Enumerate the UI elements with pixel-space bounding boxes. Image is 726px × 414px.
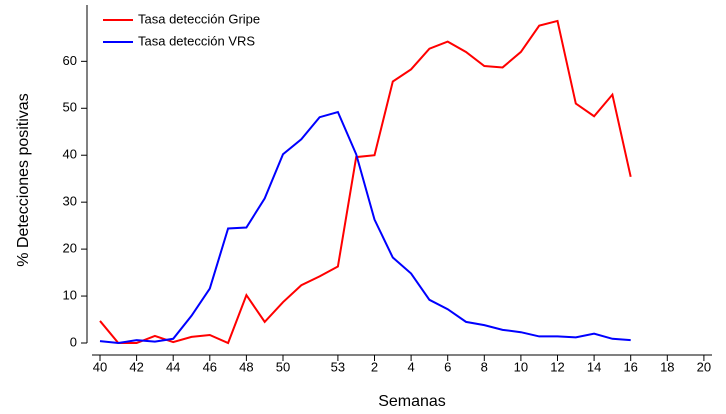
x-tick-label: 44 [166, 359, 180, 374]
x-tick-label: 2 [371, 359, 378, 374]
y-tick-label: 0 [70, 334, 77, 349]
x-tick-label: 18 [660, 359, 674, 374]
x-tick-label: 8 [481, 359, 488, 374]
x-tick-label: 40 [93, 359, 107, 374]
x-tick-label: 4 [407, 359, 414, 374]
y-tick-label: 60 [63, 53, 77, 68]
x-tick-label: 14 [587, 359, 601, 374]
x-tick-label: 50 [276, 359, 290, 374]
x-tick-label: 42 [129, 359, 143, 374]
x-tick-label: 6 [444, 359, 451, 374]
x-axis-title: Semanas [378, 393, 446, 410]
x-tick-label: 12 [550, 359, 564, 374]
y-tick-label: 10 [63, 287, 77, 302]
y-axis-title: % Detecciones positivas [15, 93, 32, 266]
y-tick-label: 40 [63, 147, 77, 162]
y-tick-label: 50 [63, 100, 77, 115]
series-line [99, 19, 632, 345]
x-tick-label: 46 [203, 359, 217, 374]
legend-label: Tasa detección VRS [138, 33, 255, 48]
x-tick-label: 48 [239, 359, 253, 374]
x-tick-label: 10 [514, 359, 528, 374]
y-tick-label: 30 [63, 194, 77, 209]
series-line [99, 110, 631, 345]
x-tick-label: 20 [697, 359, 711, 374]
y-tick-label: 20 [63, 241, 77, 256]
x-tick-label: 16 [623, 359, 637, 374]
legend-label: Tasa detección Gripe [138, 11, 260, 26]
x-tick-label: 53 [331, 359, 345, 374]
